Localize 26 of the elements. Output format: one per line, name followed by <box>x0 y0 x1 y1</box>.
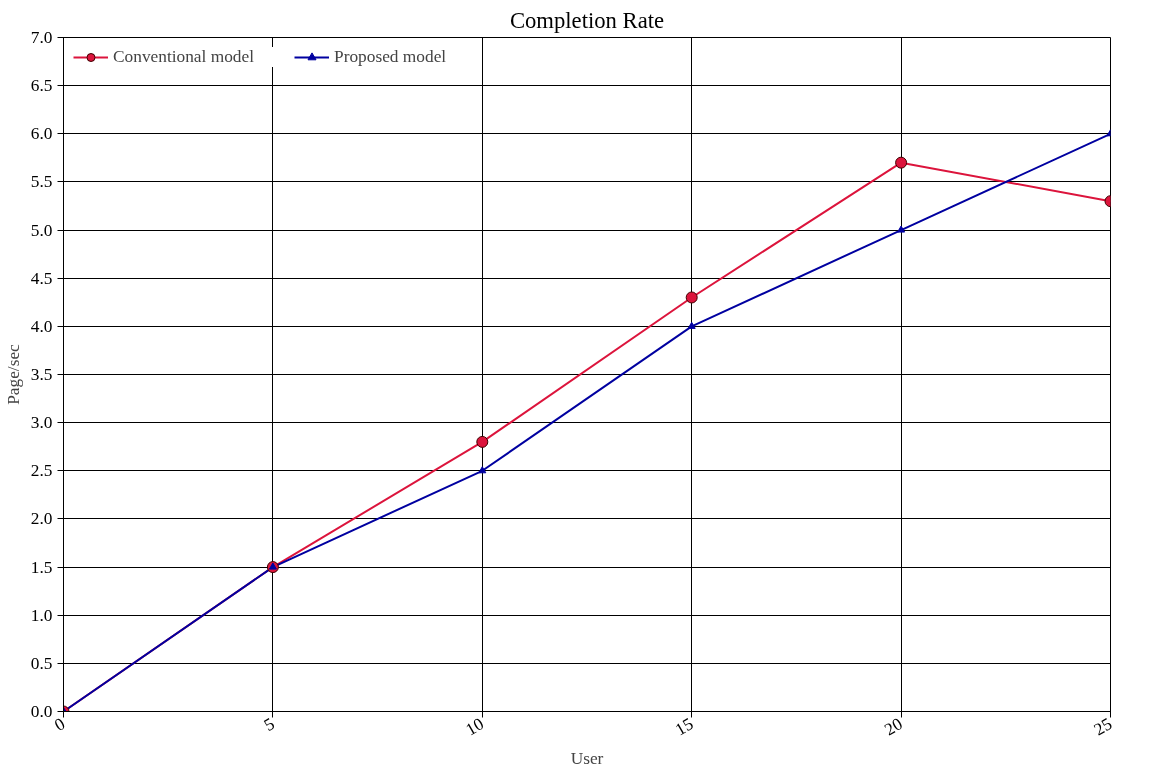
x-tick-label: 15 <box>671 714 697 740</box>
y-tick-label: 4.5 <box>30 268 53 288</box>
x-tick-label: 20 <box>881 714 906 740</box>
y-tick-label: 0.0 <box>30 702 53 721</box>
y-tick-label: 2.0 <box>30 509 53 529</box>
y-tick-label: 2.5 <box>30 461 53 481</box>
y-tick-label: 1.5 <box>30 557 53 577</box>
y-axis-title: Page/sec <box>3 343 23 405</box>
y-tick-label: 6.5 <box>30 76 53 96</box>
x-tick-label: 25 <box>1090 714 1116 740</box>
y-tick-label: 1.0 <box>30 605 53 625</box>
y-tick-label: 6.0 <box>30 124 53 144</box>
chart-title: Completion Rate <box>509 7 665 33</box>
x-tick-label: 10 <box>462 714 488 740</box>
legend-label: Proposed model <box>334 47 447 67</box>
y-tick-label: 3.0 <box>30 413 53 433</box>
x-tick-label: 0 <box>51 714 69 736</box>
y-tick-label: 5.0 <box>30 220 53 240</box>
y-tick-label: 5.5 <box>30 172 53 192</box>
y-tick-label: 7.0 <box>30 28 53 47</box>
x-axis-title: User <box>570 748 604 768</box>
y-tick-label: 4.0 <box>30 316 53 336</box>
y-tick-label: 3.5 <box>30 365 53 384</box>
legend-label: Conventional model <box>113 47 255 67</box>
y-tick-label: 0.5 <box>30 653 53 673</box>
x-tick-label: 5 <box>260 714 278 736</box>
